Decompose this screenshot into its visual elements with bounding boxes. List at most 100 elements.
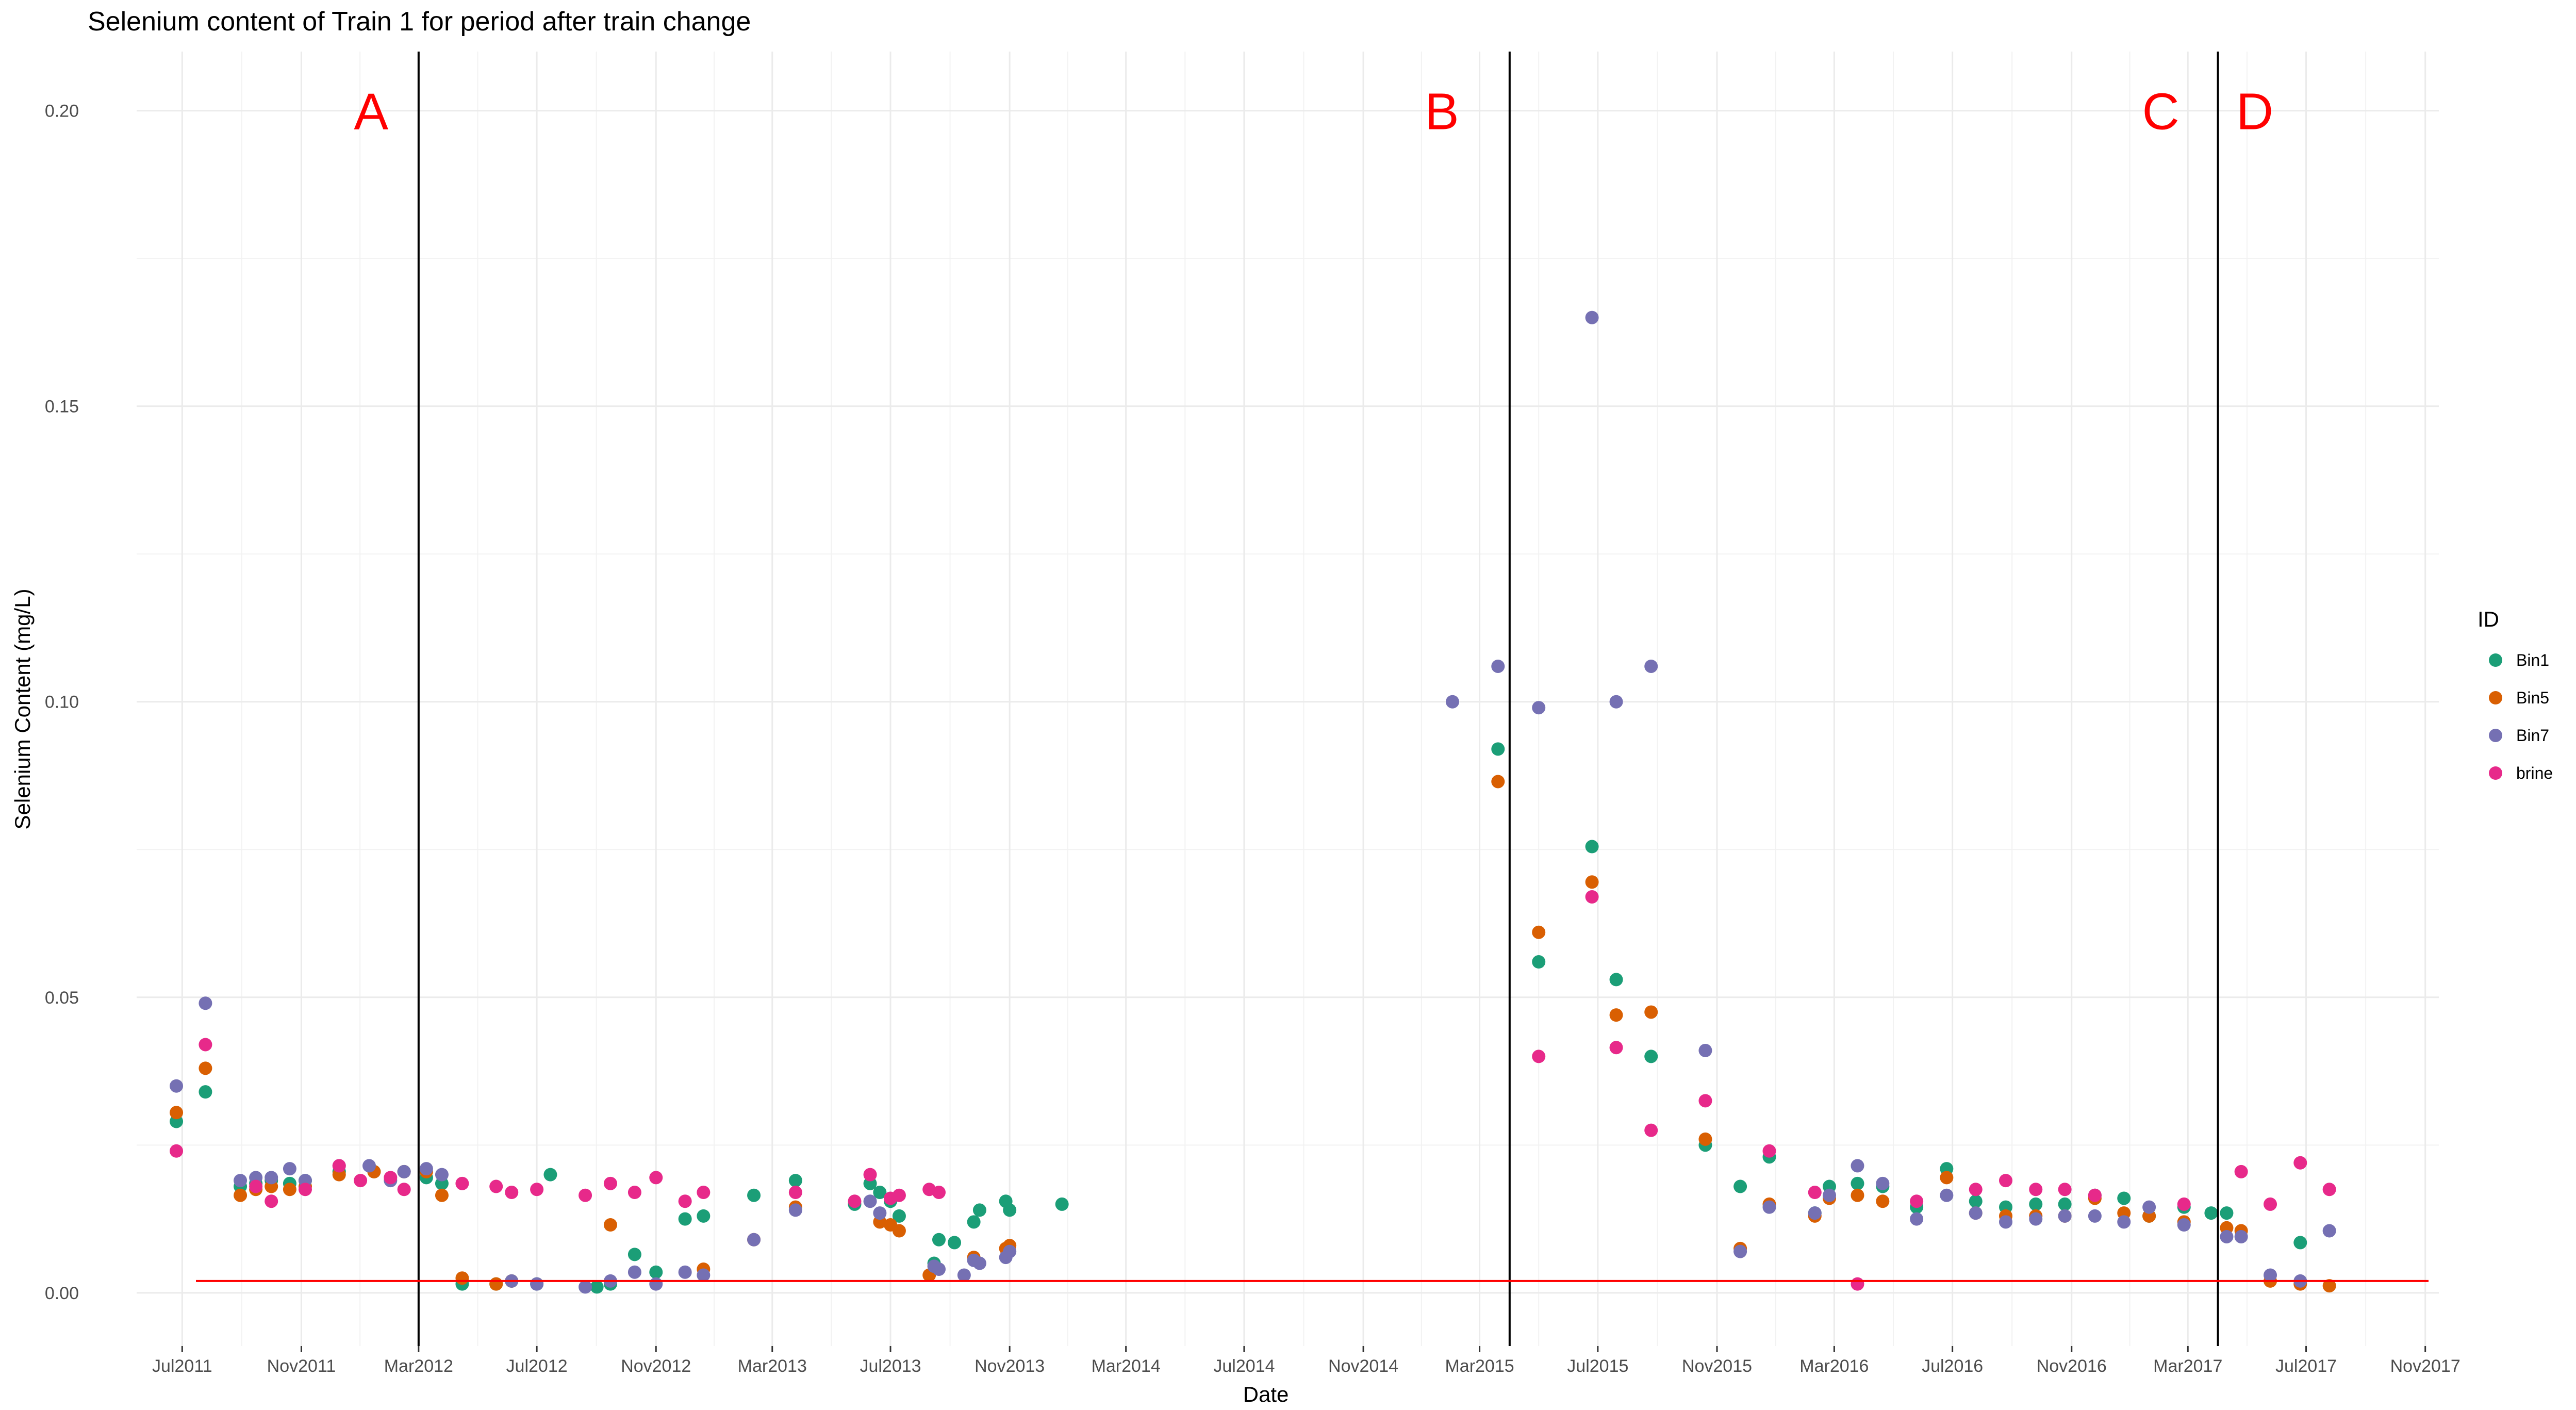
point-bin1-29: [892, 1209, 906, 1223]
point-bin7-17: [628, 1265, 641, 1279]
point-bin5-1: [199, 1061, 212, 1075]
point-bin7-14: [530, 1277, 544, 1291]
point-bin1-27: [873, 1186, 887, 1200]
point-bin7-33: [1491, 659, 1505, 673]
point-brine-20: [848, 1194, 862, 1208]
point-bin1-33: [967, 1215, 981, 1229]
point-bin7-38: [1698, 1043, 1712, 1057]
x-tick-label: Jul2011: [152, 1356, 212, 1376]
point-brine-9: [455, 1176, 469, 1190]
legend-label-bin5: Bin5: [2516, 688, 2549, 707]
point-bin1-60: [2204, 1206, 2218, 1220]
point-bin1-42: [1644, 1050, 1658, 1063]
point-brine-13: [579, 1188, 592, 1202]
point-bin1-55: [2058, 1197, 2072, 1211]
x-tick-label: Jul2016: [1922, 1356, 1983, 1376]
point-brine-40: [2177, 1197, 2191, 1211]
point-bin5-15: [603, 1218, 617, 1232]
point-bin1-62: [2293, 1236, 2307, 1250]
point-bin7-55: [2220, 1229, 2234, 1243]
y-tick-label: 0.10: [45, 693, 79, 712]
point-bin1-48: [1851, 1176, 1864, 1190]
point-brine-0: [170, 1144, 184, 1158]
x-tick-label: Nov2014: [1328, 1356, 1398, 1376]
point-brine-5: [332, 1159, 346, 1173]
point-bin7-43: [1851, 1159, 1864, 1173]
point-bin7-50: [2058, 1209, 2072, 1223]
point-bin7-44: [1876, 1176, 1890, 1190]
x-tick-label: Nov2011: [267, 1356, 336, 1376]
point-bin7-41: [1808, 1206, 1822, 1220]
point-bin5-12: [455, 1271, 469, 1285]
point-bin5-36: [1851, 1188, 1864, 1202]
point-bin7-15: [579, 1280, 592, 1294]
x-axis-title: Date: [1243, 1382, 1289, 1406]
y-tick-label: 0.20: [45, 102, 79, 121]
point-bin1-44: [1733, 1179, 1747, 1193]
point-brine-18: [697, 1186, 711, 1200]
x-tick-label: Mar2017: [2153, 1356, 2222, 1376]
x-tick-label: Jul2013: [860, 1356, 921, 1376]
point-brine-32: [1808, 1186, 1822, 1200]
point-bin1-32: [948, 1236, 962, 1250]
point-bin7-20: [697, 1268, 711, 1282]
point-bin7-56: [2234, 1229, 2248, 1243]
point-brine-16: [649, 1171, 663, 1185]
point-bin1-39: [1532, 955, 1546, 969]
point-bin7-8: [362, 1159, 376, 1173]
point-bin7-10: [397, 1165, 411, 1178]
point-bin1-21: [678, 1212, 692, 1226]
x-tick-label: Jul2017: [2275, 1356, 2337, 1376]
point-brine-23: [892, 1188, 906, 1202]
point-bin7-51: [2088, 1209, 2102, 1223]
point-brine-19: [788, 1186, 802, 1200]
point-bin7-21: [747, 1233, 761, 1247]
point-bin1-54: [2029, 1197, 2043, 1211]
point-brine-37: [2029, 1183, 2043, 1196]
point-bin1-31: [932, 1233, 946, 1247]
point-bin5-31: [1698, 1132, 1712, 1146]
point-brine-2: [249, 1179, 263, 1193]
y-tick-label: 0.05: [45, 988, 79, 1008]
point-brine-27: [1585, 890, 1599, 904]
y-axis-ticks: 0.00 0.05 0.10 0.15 0.20: [45, 102, 79, 1303]
point-bin7-39: [1733, 1244, 1747, 1258]
point-bin5-5: [283, 1183, 296, 1196]
point-brine-42: [2264, 1197, 2277, 1211]
legend-title: ID: [2478, 607, 2499, 631]
point-bin7-22: [788, 1203, 802, 1217]
point-brine-10: [489, 1179, 503, 1193]
legend-key-brine: [2489, 766, 2502, 780]
point-bin7-36: [1609, 695, 1623, 709]
point-bin1-22: [697, 1209, 711, 1223]
point-bin1-34: [972, 1203, 986, 1217]
point-bin1-57: [2117, 1191, 2131, 1205]
legend-key-bin5: [2489, 691, 2502, 704]
x-tick-label: Nov2013: [975, 1356, 1045, 1376]
point-bin5-21: [892, 1224, 906, 1238]
point-brine-38: [2058, 1183, 2072, 1196]
point-bin5-51: [2322, 1279, 2336, 1293]
legend: ID Bin1 Bin5 Bin7 brine: [2478, 607, 2553, 782]
legend-key-bin1: [2489, 653, 2502, 667]
point-bin7-31: [1003, 1244, 1017, 1258]
point-brine-11: [505, 1186, 519, 1200]
point-bin7-0: [170, 1079, 184, 1093]
x-tick-label: Jul2015: [1567, 1356, 1628, 1376]
point-brine-4: [298, 1183, 312, 1196]
point-bin7-1: [199, 996, 212, 1010]
y-tick-label: 0.00: [45, 1284, 79, 1303]
point-bin7-24: [873, 1206, 887, 1220]
point-bin7-23: [863, 1194, 877, 1208]
point-brine-8: [397, 1183, 411, 1196]
point-bin5-28: [1585, 875, 1599, 889]
legend-key-bin7: [2489, 729, 2502, 742]
point-bin7-12: [435, 1168, 449, 1182]
point-bin1-16: [543, 1168, 557, 1182]
x-tick-label: Mar2013: [738, 1356, 807, 1376]
point-bin7-37: [1644, 659, 1658, 673]
point-bin1-37: [1055, 1197, 1069, 1211]
point-bin1-36: [1003, 1203, 1017, 1217]
point-brine-36: [1999, 1174, 2012, 1188]
